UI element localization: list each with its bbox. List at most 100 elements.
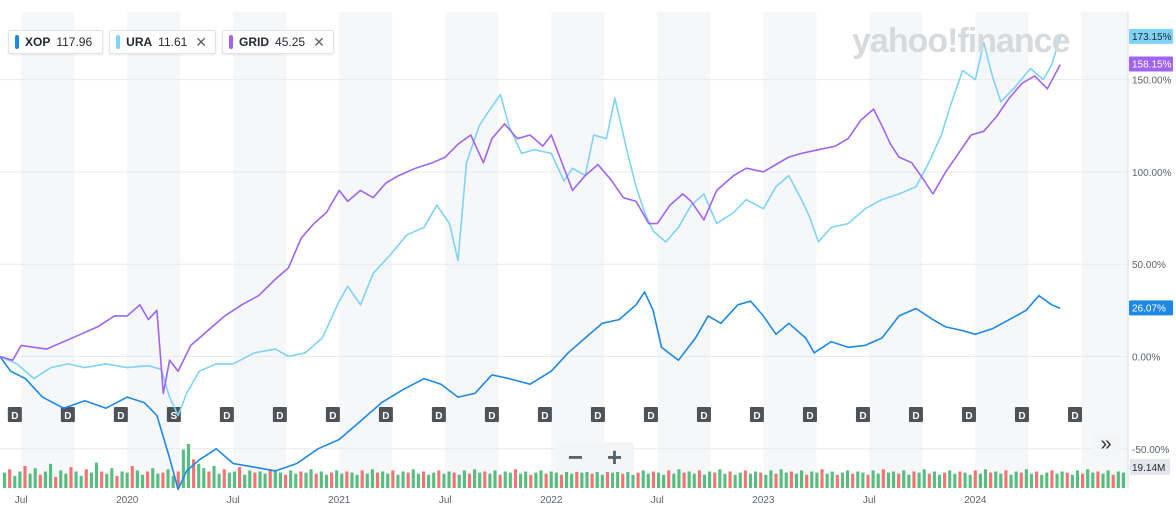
volume-bar — [447, 471, 451, 488]
event-marker-label: D — [329, 411, 336, 422]
volume-bar — [13, 475, 17, 488]
event-marker — [431, 407, 446, 422]
volume-bar — [580, 472, 584, 488]
volume-bar — [1019, 472, 1023, 488]
volume-bar — [125, 472, 129, 488]
volume-bar — [820, 469, 824, 488]
volume-bar — [304, 472, 308, 488]
scroll-right-button[interactable]: » — [1092, 434, 1120, 456]
zoom-in-button[interactable]: + — [606, 442, 623, 472]
volume-bar — [759, 472, 763, 488]
volume-bar — [575, 469, 579, 488]
volume-bar — [779, 469, 783, 488]
volume-bar — [1101, 473, 1105, 488]
legend-chip-ura[interactable]: URA 11.61 ✕ — [109, 30, 217, 54]
volume-bar — [891, 471, 896, 488]
volume-bar — [120, 471, 124, 488]
grid-close-icon[interactable]: ✕ — [313, 33, 325, 50]
volume-bar — [595, 470, 599, 488]
event-marker — [855, 407, 870, 422]
volume-bar — [1075, 470, 1080, 488]
x-tick-label: Jul — [863, 495, 876, 506]
volume-bar — [840, 472, 844, 488]
volume-bar — [284, 474, 288, 488]
volume-bar — [1111, 474, 1115, 488]
zoom-controls: − + — [556, 442, 634, 472]
volume-bar — [483, 471, 487, 488]
volume-bar — [789, 471, 793, 488]
volume-bar — [391, 470, 395, 488]
event-marker-label: D — [541, 411, 548, 422]
volume-bar — [1121, 472, 1125, 488]
volume-bar — [570, 473, 574, 488]
volume-bar — [774, 473, 778, 488]
volume-bar — [529, 474, 533, 488]
x-tick-label: Jul — [439, 495, 452, 506]
volume-bar — [662, 474, 666, 488]
ura-close-icon[interactable]: ✕ — [195, 33, 208, 50]
volume-bar — [442, 473, 446, 488]
volume-bar — [651, 471, 655, 488]
volume-bar — [723, 473, 727, 488]
xop-swatch — [15, 35, 19, 49]
volume-bar — [907, 474, 911, 488]
volume-bar — [181, 449, 185, 488]
event-marker — [219, 407, 234, 422]
volume-bar — [616, 469, 620, 488]
volume-bar — [549, 471, 553, 488]
event-marker — [643, 407, 658, 422]
volume-bar — [590, 473, 594, 488]
volume-bar — [1070, 474, 1074, 488]
volume-bar — [1014, 471, 1018, 488]
volume-bar — [268, 469, 272, 488]
volume-bar — [713, 472, 717, 488]
volume-bar — [978, 473, 982, 488]
volume-bar — [835, 474, 839, 488]
event-marker-label: D — [700, 411, 707, 422]
volume-bar — [687, 471, 691, 488]
last-value-tag-bg — [1129, 28, 1173, 44]
series-line-ura — [0, 36, 1061, 417]
volume-bar — [176, 471, 180, 488]
volume-bar — [84, 469, 88, 488]
volume-bar — [105, 473, 109, 488]
x-tick-label: 2020 — [116, 495, 139, 506]
volume-bar — [294, 473, 298, 488]
y-tick-label: 100.00% — [1132, 168, 1172, 179]
volume-bar — [227, 472, 231, 488]
event-marker-label: D — [1071, 411, 1078, 422]
volume-bar — [508, 472, 512, 488]
volume-bar — [186, 444, 191, 488]
volume-bar — [1106, 470, 1110, 488]
volume-bar — [94, 462, 99, 488]
event-marker — [166, 407, 181, 422]
last-value-tag-ura: 173.15% — [1132, 32, 1172, 43]
volume-bar — [437, 470, 441, 488]
volume-bar — [43, 471, 47, 488]
volume-bar — [810, 471, 814, 488]
zoom-out-button[interactable]: − — [567, 442, 584, 472]
volume-bar — [610, 472, 615, 488]
volume-bar — [943, 472, 947, 488]
volume-bar — [948, 470, 952, 488]
volume-bar — [794, 473, 799, 488]
volume-bar — [1096, 471, 1100, 488]
event-marker-label: D — [11, 411, 18, 422]
volume-bar — [1029, 473, 1034, 488]
volume-bar — [493, 470, 497, 488]
legend-chip-grid[interactable]: GRID 45.25 ✕ — [222, 30, 334, 54]
volume-bar — [708, 471, 712, 488]
volume-bar — [1091, 472, 1095, 488]
volume-bar — [519, 473, 523, 488]
volume-bar — [861, 472, 865, 488]
last-value-tag-grid: 158.15% — [1132, 60, 1172, 71]
volume-bar — [825, 473, 829, 488]
volume-bar — [989, 472, 993, 488]
volume-bar — [1116, 471, 1120, 488]
volume-bar — [554, 472, 558, 488]
legend-chip-xop[interactable]: XOP 117.96 — [8, 30, 104, 54]
volume-bar — [702, 474, 707, 488]
volume-bar — [488, 473, 492, 488]
volume-bar — [1050, 470, 1054, 488]
